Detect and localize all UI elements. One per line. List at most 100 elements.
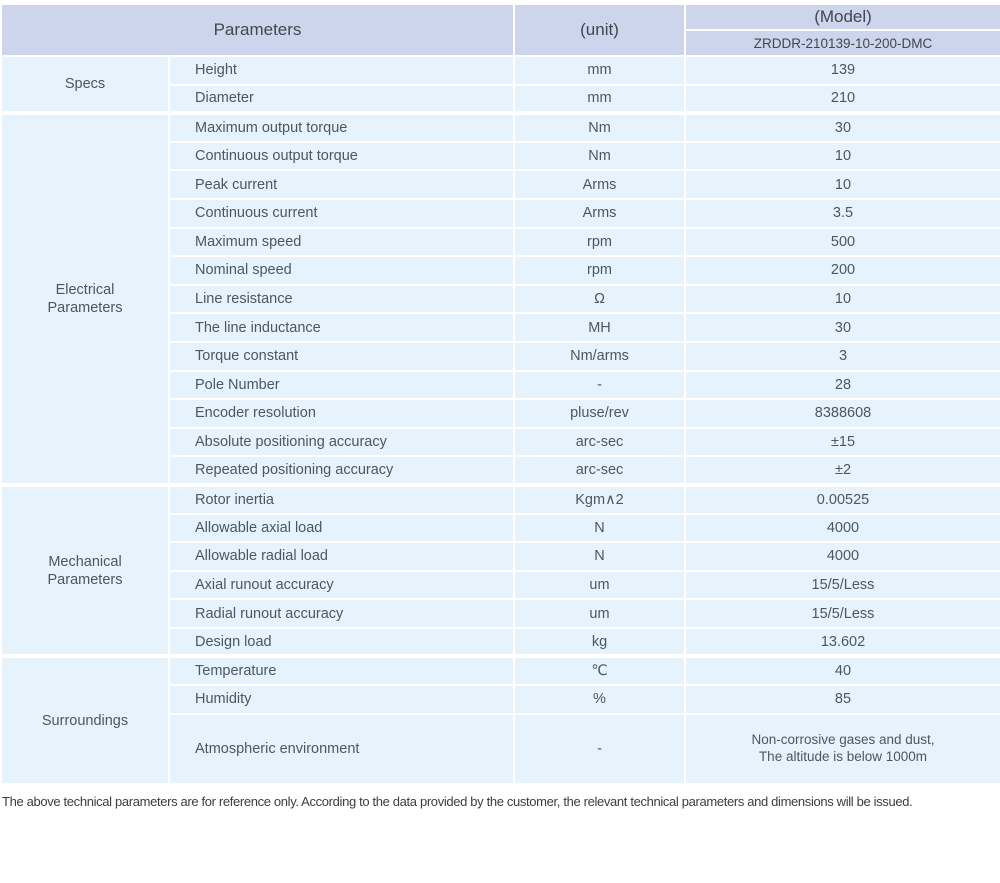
spec-value: ±2 (684, 455, 1000, 486)
spec-value: 30 (684, 111, 1000, 143)
table-row: Humidity% 85 (1, 684, 1000, 715)
unit-value: mm (513, 83, 686, 115)
table-row: Nominal speed rpm 200 (1, 255, 1000, 286)
parameter-name: Absolute positioning accuracy (168, 426, 515, 458)
unit-value: % (513, 684, 686, 715)
spec-value: 28 (684, 369, 1000, 401)
group-label: Surroundings (0, 654, 170, 785)
spec-value: 4000 (684, 512, 1000, 544)
table-row: Allowable radial load N 4000 (1, 541, 1000, 572)
unit-value: Nm (513, 140, 686, 172)
parameter-name: Humidity (168, 684, 515, 715)
table-row: Specs Height mm 139 (0, 54, 1000, 115)
parameter-name: Line resistance (168, 283, 515, 315)
footer-disclaimer: The above technical parameters are for r… (2, 793, 913, 809)
parameter-name: Design load (168, 626, 515, 658)
unit-value: N (513, 541, 686, 572)
table-row: Atmospheric environment - Non-corrosive ga… (1, 712, 1000, 785)
parameter-name: Nominal speed (168, 255, 515, 286)
parameter-name: Diameter (168, 83, 515, 115)
spec-value: 139 (684, 55, 1000, 86)
table-row: Maximum speed rpm 500 (1, 226, 1000, 258)
parameter-name: Rotor inertia (168, 482, 515, 515)
unit-value: Nm (513, 111, 686, 143)
spec-value: Non-corrosive gases and dust, The altitu… (684, 712, 1000, 785)
table-row: Axial runout accuracy um 15/5/Less (1, 569, 1000, 601)
table-row: Electrical Parameters Maximum output torq… (0, 111, 1000, 486)
spec-value: 15/5/Less (684, 569, 1000, 601)
group-label: Specs (0, 54, 170, 115)
table-row: The line inductance MH 30 (1, 312, 1000, 343)
column-header-unit: (unit) (513, 3, 686, 57)
group-label: Mechanical Parameters (0, 482, 170, 658)
spec-value: 3.5 (684, 197, 1000, 229)
unit-value: rpm (513, 255, 686, 286)
header-row-2: ZRDDR-210139-10-200-DMC (1, 29, 1000, 57)
unit-value: - (513, 712, 686, 785)
spec-value: 500 (684, 226, 1000, 258)
table-row: Torque constant Nm/arms 3 (1, 340, 1000, 372)
table-row: Allowable axial load N 4000 (1, 512, 1000, 544)
unit-value: Nm/arms (513, 340, 686, 372)
unit-value: Ω (513, 283, 686, 315)
spec-value: 85 (684, 684, 1000, 715)
unit-value: Arms (513, 169, 686, 200)
unit-value: - (513, 369, 686, 401)
column-header-model: (Model) (684, 3, 1000, 31)
table-row: Design load kg 13.602 (1, 626, 1000, 658)
table-row: Absolute positioning accuracy arc-sec ±15 (1, 426, 1000, 458)
parameter-name: The line inductance (168, 312, 515, 343)
parameter-name: Encoder resolution (168, 398, 515, 429)
table-row: Pole Number -28 (1, 369, 1000, 401)
table-row: Line resistance Ω 10 (1, 283, 1000, 315)
table-row: Repeated positioning accuracy arc-sec ±2 (1, 455, 1000, 486)
parameter-name: Atmospheric environment (168, 712, 515, 785)
spec-value: 200 (684, 255, 1000, 286)
parameter-name: Axial runout accuracy (168, 569, 515, 601)
table-row: Continuous current Arms 3.5 (1, 197, 1000, 229)
unit-value: um (513, 569, 686, 601)
spec-value: 13.602 (684, 626, 1000, 658)
parameter-name: Height (168, 55, 515, 86)
spec-value: 10 (684, 283, 1000, 315)
spec-value: 0.00525 (684, 482, 1000, 515)
unit-value: um (513, 598, 686, 629)
unit-value: kg (513, 626, 686, 658)
column-header-parameters: Parameters (0, 3, 515, 57)
unit-value: Arms (513, 197, 686, 229)
table-row: Diameter mm 210 (1, 83, 1000, 115)
unit-value: arc-sec (513, 426, 686, 458)
parameter-name: Allowable axial load (168, 512, 515, 544)
unit-value: Kgm∧2 (513, 482, 686, 515)
parameter-name: Allowable radial load (168, 541, 515, 572)
spec-value: 3 (684, 340, 1000, 372)
spec-value: 40 (684, 654, 1000, 687)
unit-value: rpm (513, 226, 686, 258)
header-row-1: Parameters (unit) (Model) (0, 3, 1000, 57)
parameter-name: Pole Number (168, 369, 515, 401)
spec-value: 8388608 (684, 398, 1000, 429)
unit-value: mm (513, 55, 686, 86)
parameter-name: Maximum speed (168, 226, 515, 258)
unit-value: ℃ (513, 654, 686, 687)
spec-value: 15/5/Less (684, 598, 1000, 629)
parameter-name: Maximum output torque (168, 111, 515, 143)
spec-value: 4000 (684, 541, 1000, 572)
spec-value: ±15 (684, 426, 1000, 458)
spec-table: Parameters (unit) (Model) ZRDDR-210139-1… (0, 3, 1000, 785)
parameter-name: Repeated positioning accuracy (168, 455, 515, 486)
table-row: Radial runout accuracy um 15/5/Less (1, 598, 1000, 629)
spec-value: 30 (684, 312, 1000, 343)
parameter-name: Torque constant (168, 340, 515, 372)
parameter-name: Continuous current (168, 197, 515, 229)
table-row: Surroundings Temperature ℃ 40 (0, 654, 1000, 785)
parameter-name: Temperature (168, 654, 515, 687)
group-label: Electrical Parameters (0, 111, 170, 486)
parameter-name: Continuous output torque (168, 140, 515, 172)
table-row: Peak current Arms 10 (1, 169, 1000, 200)
spec-value: 210 (684, 83, 1000, 115)
model-number: ZRDDR-210139-10-200-DMC (684, 29, 1000, 57)
spec-value: 10 (684, 140, 1000, 172)
table-row: Mechanical Parameters Rotor inertia Kgm∧2 0… (0, 482, 1000, 658)
